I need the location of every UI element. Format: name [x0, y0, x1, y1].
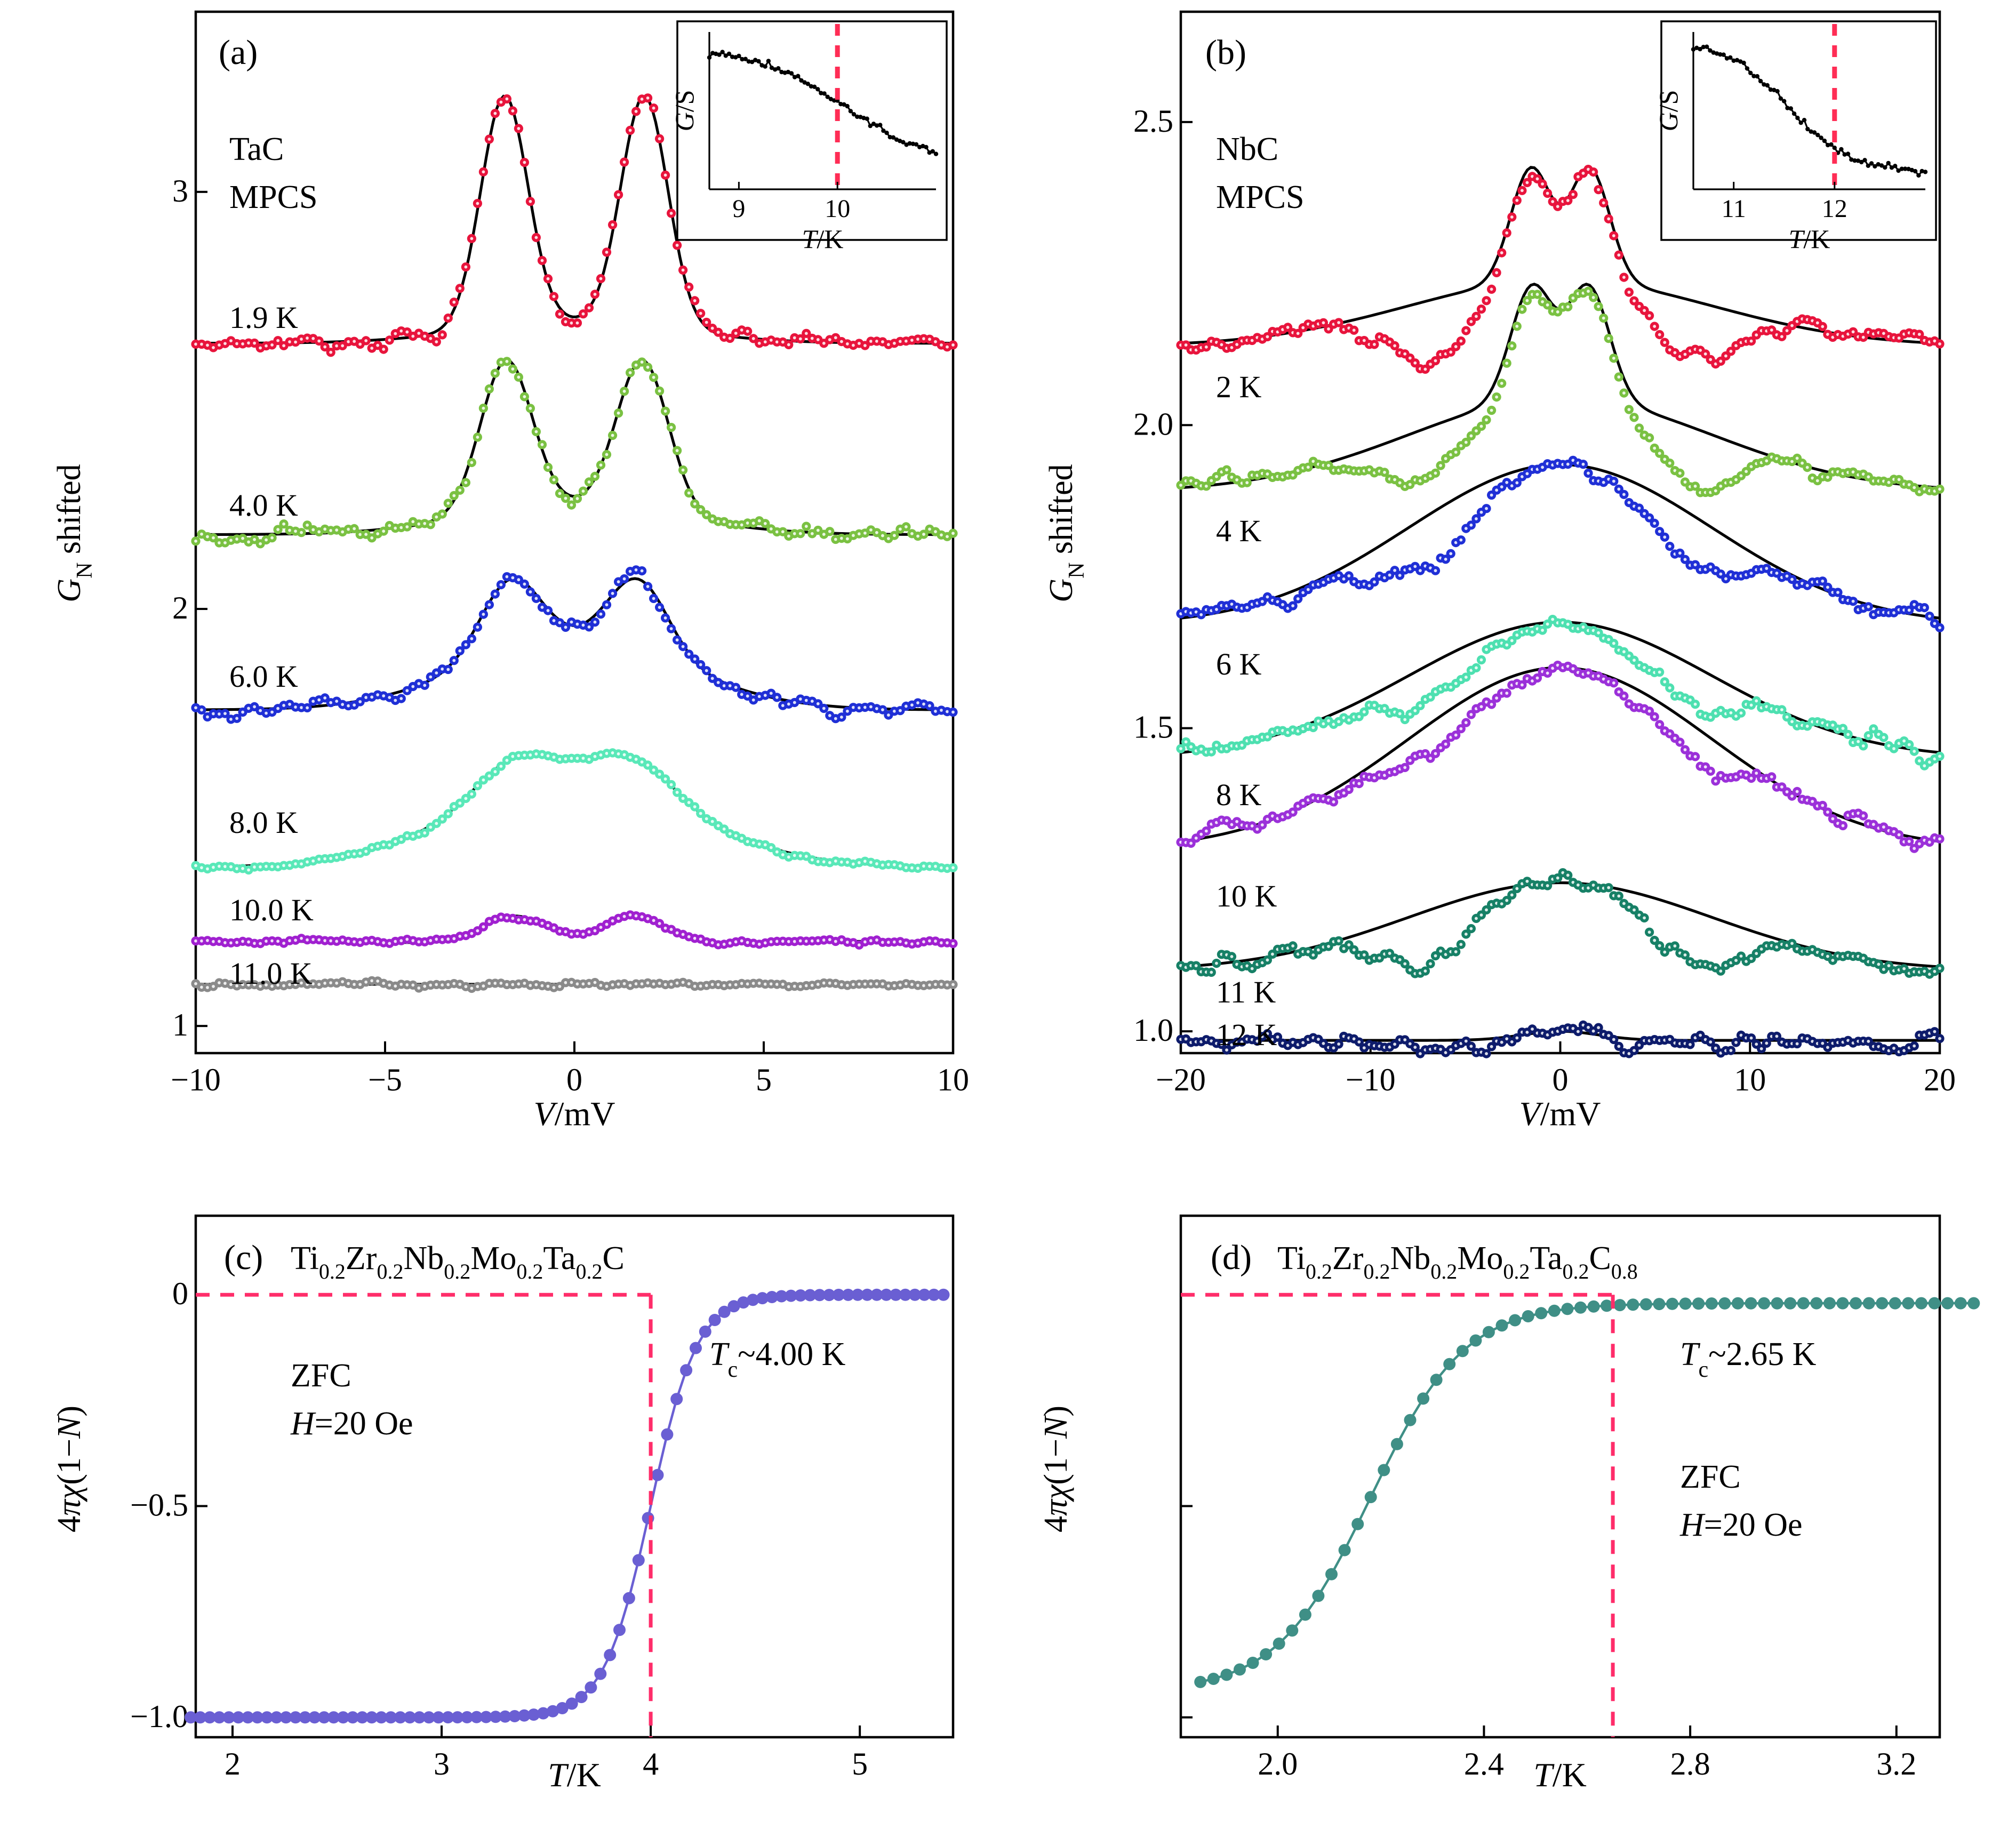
svg-text:10: 10	[825, 195, 850, 223]
svg-text:(a): (a)	[219, 33, 258, 72]
svg-text:3: 3	[434, 1746, 450, 1781]
svg-text:T/K: T/K	[1789, 224, 1830, 254]
svg-text:G/S: G/S	[669, 90, 699, 132]
svg-text:6.0 K: 6.0 K	[229, 659, 298, 694]
svg-text:(c): (c)	[224, 1238, 263, 1277]
svg-text:−1.0: −1.0	[130, 1699, 188, 1734]
svg-text:8.0 K: 8.0 K	[229, 805, 298, 840]
svg-text:10 K: 10 K	[1216, 879, 1277, 913]
svg-text:9: 9	[732, 195, 745, 223]
svg-text:2.0: 2.0	[1258, 1746, 1298, 1781]
svg-text:5: 5	[852, 1746, 868, 1781]
svg-text:T/K: T/K	[1533, 1756, 1587, 1794]
svg-text:0: 0	[172, 1276, 188, 1311]
svg-text:3: 3	[172, 173, 188, 208]
svg-text:V/mV: V/mV	[534, 1095, 615, 1133]
svg-text:11 K: 11 K	[1216, 975, 1276, 1009]
svg-text:11: 11	[1722, 195, 1746, 223]
svg-text:4.0 K: 4.0 K	[229, 488, 298, 523]
svg-text:ZFC: ZFC	[291, 1358, 351, 1394]
svg-text:ZFC: ZFC	[1680, 1459, 1741, 1495]
svg-text:MPCS: MPCS	[1216, 179, 1304, 215]
svg-text:2.8: 2.8	[1670, 1746, 1710, 1781]
svg-text:−20: −20	[1156, 1062, 1206, 1097]
svg-text:H=20 Oe: H=20 Oe	[1679, 1507, 1803, 1543]
svg-text:−5: −5	[368, 1062, 402, 1097]
svg-text:10: 10	[937, 1062, 969, 1097]
svg-text:12: 12	[1822, 195, 1847, 223]
svg-text:20: 20	[1924, 1062, 1956, 1097]
svg-text:(d): (d)	[1211, 1238, 1252, 1277]
svg-text:1: 1	[172, 1007, 188, 1042]
svg-text:V/mV: V/mV	[1519, 1095, 1601, 1133]
svg-text:10.0 K: 10.0 K	[229, 893, 314, 927]
svg-text:2.0: 2.0	[1133, 406, 1173, 442]
svg-text:1.9 K: 1.9 K	[229, 300, 298, 335]
svg-text:2.5: 2.5	[1133, 103, 1173, 139]
svg-text:T/K: T/K	[548, 1756, 601, 1794]
svg-text:(b): (b)	[1205, 33, 1246, 72]
svg-text:2.4: 2.4	[1464, 1746, 1504, 1781]
svg-text:4: 4	[643, 1746, 659, 1781]
svg-text:2: 2	[225, 1746, 241, 1781]
svg-text:12 K: 12 K	[1216, 1017, 1277, 1052]
svg-text:11.0 K: 11.0 K	[229, 956, 313, 991]
svg-text:4 K: 4 K	[1216, 513, 1262, 548]
svg-text:8 K: 8 K	[1216, 777, 1262, 812]
svg-text:0: 0	[1553, 1062, 1569, 1097]
svg-text:4πχ(1−N): 4πχ(1−N)	[1038, 1406, 1074, 1532]
svg-text:6 K: 6 K	[1216, 647, 1262, 681]
svg-text:5: 5	[756, 1062, 772, 1097]
svg-text:−10: −10	[1346, 1062, 1396, 1097]
svg-text:1.5: 1.5	[1133, 710, 1173, 745]
svg-text:10: 10	[1734, 1062, 1766, 1097]
svg-text:4πχ(1−N): 4πχ(1−N)	[51, 1406, 87, 1532]
svg-text:2: 2	[172, 590, 188, 625]
svg-text:T/K: T/K	[802, 224, 844, 254]
svg-text:MPCS: MPCS	[229, 179, 317, 215]
svg-text:1.0: 1.0	[1133, 1013, 1173, 1048]
svg-text:−0.5: −0.5	[130, 1487, 188, 1522]
svg-text:2 K: 2 K	[1216, 370, 1262, 404]
svg-text:NbC: NbC	[1216, 131, 1278, 167]
svg-text:0: 0	[566, 1062, 582, 1097]
svg-text:TaC: TaC	[229, 131, 284, 167]
svg-text:3.2: 3.2	[1876, 1746, 1916, 1781]
svg-text:−10: −10	[171, 1062, 221, 1097]
svg-text:H=20 Oe: H=20 Oe	[290, 1406, 413, 1442]
svg-text:G/S: G/S	[1653, 90, 1683, 132]
